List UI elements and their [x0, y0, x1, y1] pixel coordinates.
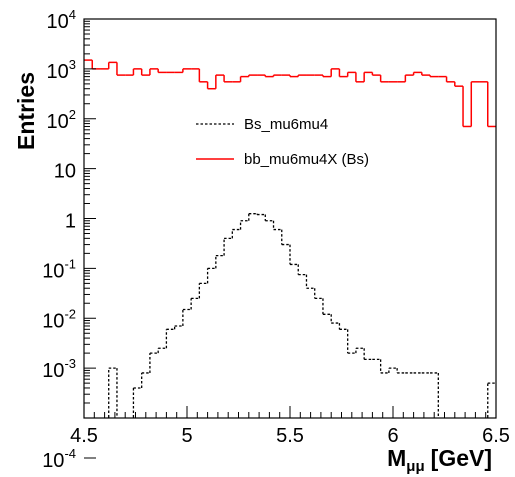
y-tick-label: 10-2 — [42, 306, 76, 332]
legend: Bs_mu6mu4 bb_mu6mu4X (Bs) — [196, 116, 369, 168]
x-axis-label: M — [387, 445, 406, 471]
x-tick-label: 5 — [181, 425, 192, 447]
y-tick-label: 10 — [54, 161, 76, 183]
y-tick-label: 10-4 — [42, 446, 76, 472]
y-tick-label: 103 — [47, 57, 76, 83]
y-axis-title: Entries — [13, 72, 39, 150]
y-tick-label: 104 — [47, 7, 76, 33]
plot-frame — [83, 18, 497, 419]
x-axis-title: Mμμ [GeV] — [387, 445, 492, 475]
y-tick-label: 10-1 — [42, 256, 76, 282]
legend-label-bb-mu6mu4x: bb_mu6mu4X (Bs) — [244, 151, 369, 168]
y-tick-label: 102 — [47, 107, 76, 133]
y-tick-label: 10-3 — [42, 356, 76, 382]
x-axis-subscript: μμ — [406, 458, 424, 475]
x-tick-label: 6.5 — [482, 425, 510, 447]
series-0 — [108, 213, 496, 418]
x-tick-label: 6 — [387, 425, 398, 447]
x-axis-unit: [GeV] — [431, 445, 492, 471]
x-tick-label: 5.5 — [276, 425, 304, 447]
legend-label-bs-mu6mu4: Bs_mu6mu4 — [244, 116, 328, 133]
x-tick-label: 4.5 — [70, 425, 98, 447]
y-tick-label: 1 — [65, 211, 76, 233]
series-1 — [84, 59, 496, 128]
